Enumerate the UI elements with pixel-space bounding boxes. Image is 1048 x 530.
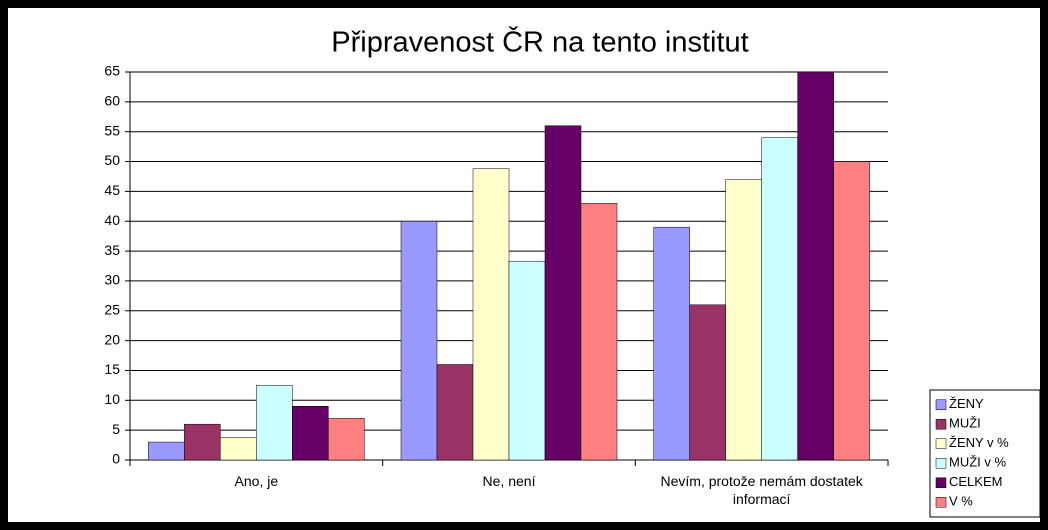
legend-label: CELKEM <box>949 474 1002 489</box>
bar <box>256 385 293 461</box>
y-tick-label: 10 <box>104 391 120 407</box>
y-tick-label: 25 <box>104 301 120 317</box>
y-tick-label: 5 <box>112 421 120 437</box>
bar <box>653 226 690 461</box>
bar <box>400 220 438 461</box>
bar <box>761 137 798 461</box>
x-tick-label: Nevím, protože nemám dostatek informací <box>660 473 863 507</box>
x-tick-label: Ano, je <box>234 473 279 489</box>
bar <box>472 168 510 461</box>
y-tick-label: 35 <box>104 242 120 258</box>
y-tick-label: 55 <box>104 122 120 138</box>
bar <box>544 125 582 461</box>
legend-label: ŽENY <box>949 396 984 411</box>
bar <box>292 406 329 461</box>
chart-title: Připravenost ČR na tento institut <box>331 25 748 59</box>
bar <box>725 179 762 461</box>
y-tick-label: 0 <box>112 451 120 467</box>
y-tick-label: 30 <box>104 272 120 288</box>
legend-label: ŽENY v % <box>949 435 1009 450</box>
x-tick-label: Ne, není <box>482 473 536 489</box>
y-tick-label: 40 <box>104 212 120 228</box>
bar <box>184 423 221 461</box>
y-tick-label: 50 <box>104 152 120 168</box>
bar <box>148 441 185 461</box>
legend-swatch <box>935 497 947 508</box>
legend-swatch <box>935 399 947 410</box>
y-tick-label: 65 <box>104 63 120 79</box>
bar <box>328 417 365 461</box>
bar <box>797 71 834 461</box>
legend-swatch <box>935 458 947 469</box>
bar <box>833 161 870 461</box>
legend-swatch <box>935 438 947 449</box>
legend-label: MUŽI <box>949 416 981 431</box>
y-tick-label: 20 <box>104 331 120 347</box>
legend-box <box>929 389 1041 518</box>
legend-swatch <box>935 477 947 488</box>
legend-label: V % <box>949 494 973 509</box>
bar <box>580 203 618 461</box>
bar <box>220 437 257 461</box>
y-tick-label: 60 <box>104 93 120 109</box>
legend-label: MUŽI v % <box>949 455 1006 470</box>
y-tick-label: 15 <box>104 361 120 377</box>
bar <box>436 364 474 461</box>
bar <box>508 260 546 461</box>
legend-swatch <box>935 419 947 430</box>
bar <box>689 304 726 461</box>
y-tick-label: 45 <box>104 182 120 198</box>
